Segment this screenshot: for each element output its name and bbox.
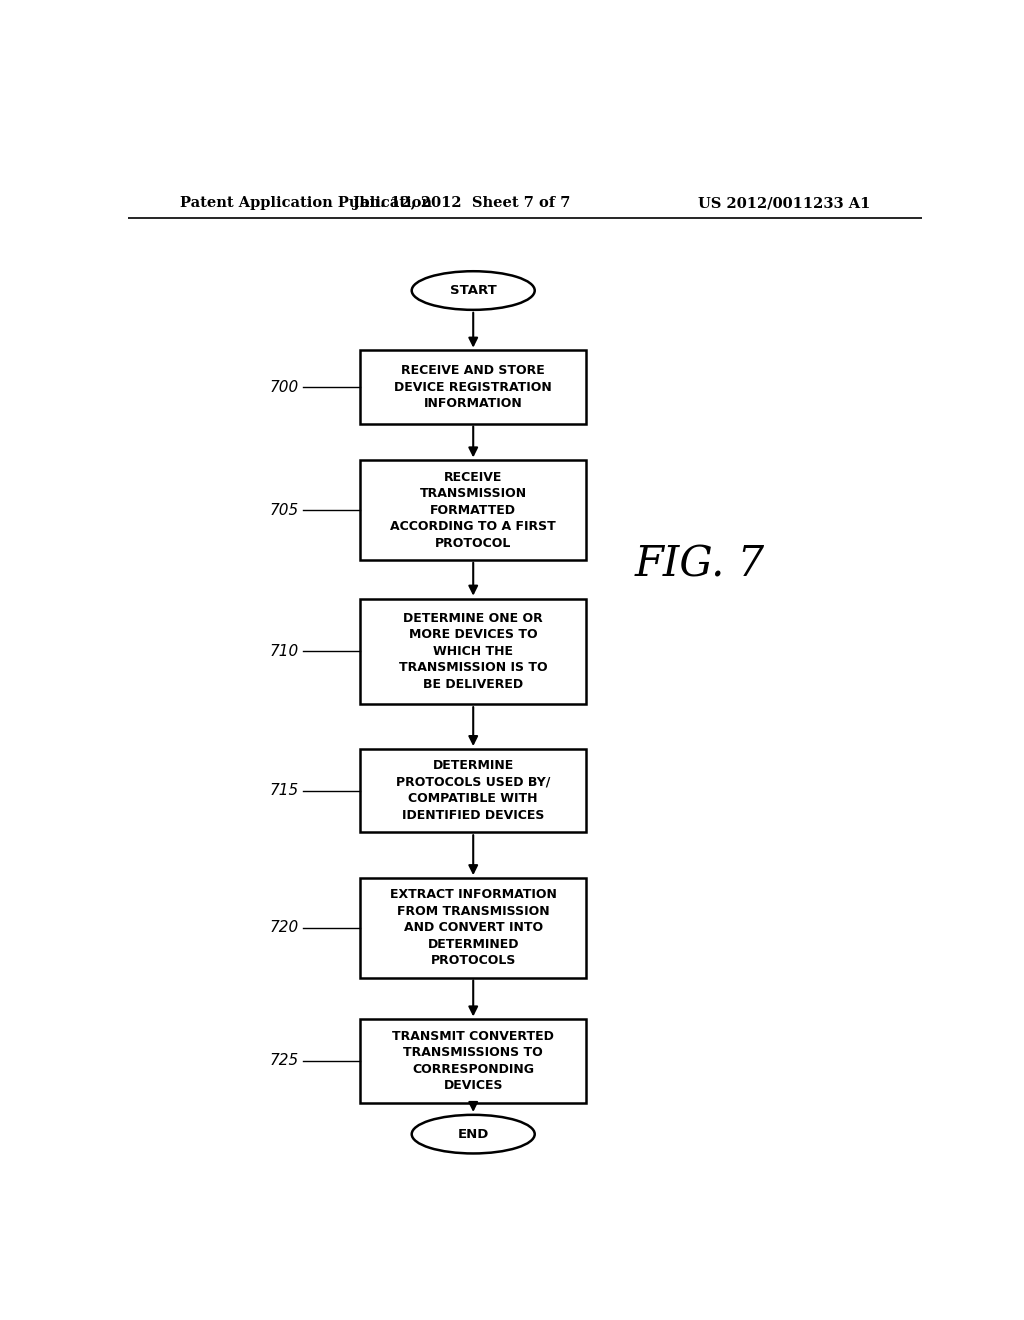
Text: 705: 705 bbox=[269, 503, 299, 517]
Text: DETERMINE ONE OR
MORE DEVICES TO
WHICH THE
TRANSMISSION IS TO
BE DELIVERED: DETERMINE ONE OR MORE DEVICES TO WHICH T… bbox=[399, 612, 548, 690]
Text: RECEIVE
TRANSMISSION
FORMATTED
ACCORDING TO A FIRST
PROTOCOL: RECEIVE TRANSMISSION FORMATTED ACCORDING… bbox=[390, 470, 556, 549]
Ellipse shape bbox=[412, 1115, 535, 1154]
Text: 715: 715 bbox=[269, 783, 299, 799]
Text: RECEIVE AND STORE
DEVICE REGISTRATION
INFORMATION: RECEIVE AND STORE DEVICE REGISTRATION IN… bbox=[394, 364, 552, 411]
Bar bbox=[360, 1019, 587, 1102]
Text: DETERMINE
PROTOCOLS USED BY/
COMPATIBLE WITH
IDENTIFIED DEVICES: DETERMINE PROTOCOLS USED BY/ COMPATIBLE … bbox=[396, 759, 551, 822]
Text: US 2012/0011233 A1: US 2012/0011233 A1 bbox=[697, 197, 870, 210]
Bar bbox=[360, 748, 587, 833]
Text: 725: 725 bbox=[269, 1053, 299, 1068]
Text: Patent Application Publication: Patent Application Publication bbox=[179, 197, 431, 210]
Text: END: END bbox=[458, 1127, 488, 1140]
Text: FIG. 7: FIG. 7 bbox=[634, 544, 765, 586]
Bar bbox=[360, 878, 587, 978]
Text: Jan. 12, 2012  Sheet 7 of 7: Jan. 12, 2012 Sheet 7 of 7 bbox=[352, 197, 570, 210]
Text: 710: 710 bbox=[269, 644, 299, 659]
Ellipse shape bbox=[412, 271, 535, 310]
Text: START: START bbox=[450, 284, 497, 297]
Bar bbox=[360, 598, 587, 704]
Text: 700: 700 bbox=[269, 380, 299, 395]
Bar bbox=[360, 461, 587, 560]
Text: 720: 720 bbox=[269, 920, 299, 936]
Bar bbox=[360, 351, 587, 424]
Text: TRANSMIT CONVERTED
TRANSMISSIONS TO
CORRESPONDING
DEVICES: TRANSMIT CONVERTED TRANSMISSIONS TO CORR… bbox=[392, 1030, 554, 1092]
Text: EXTRACT INFORMATION
FROM TRANSMISSION
AND CONVERT INTO
DETERMINED
PROTOCOLS: EXTRACT INFORMATION FROM TRANSMISSION AN… bbox=[390, 888, 557, 968]
